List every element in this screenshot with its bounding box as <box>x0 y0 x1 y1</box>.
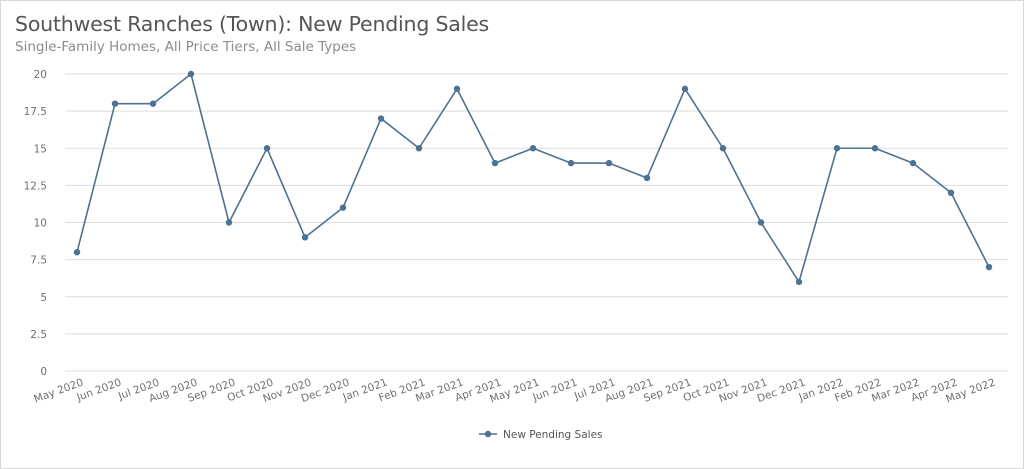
gridlines <box>65 73 1008 372</box>
data-point[interactable] <box>947 189 955 196</box>
y-tick-label: 7.5 <box>30 255 47 267</box>
data-point[interactable] <box>643 174 651 182</box>
legend[interactable]: New Pending Sales <box>479 429 603 441</box>
data-point[interactable] <box>871 145 879 152</box>
data-point[interactable] <box>301 234 309 241</box>
y-axis-ticks: 0 2.5 5 7.5 10 12.5 15 17.5 20 <box>24 69 47 378</box>
data-point[interactable] <box>377 115 385 122</box>
data-point[interactable] <box>339 204 347 211</box>
y-tick-label: 15 <box>34 143 47 155</box>
y-tick-label: 0 <box>40 366 47 378</box>
y-tick-label: 20 <box>34 69 47 81</box>
data-point[interactable] <box>567 159 575 167</box>
legend-label[interactable]: New Pending Sales <box>503 429 603 441</box>
data-point[interactable] <box>111 100 119 107</box>
y-tick-label: 10 <box>34 218 47 230</box>
y-tick-label: 5 <box>40 292 47 304</box>
data-point[interactable] <box>73 249 81 256</box>
data-point[interactable] <box>681 85 689 93</box>
series-line <box>76 73 990 283</box>
data-point[interactable] <box>491 159 499 167</box>
y-tick-label: 12.5 <box>24 180 47 192</box>
data-point[interactable] <box>149 100 157 107</box>
data-point[interactable] <box>529 145 537 152</box>
y-tick-label: 17.5 <box>24 106 47 118</box>
data-point[interactable] <box>453 85 461 93</box>
data-point[interactable] <box>909 159 917 167</box>
data-point[interactable] <box>757 219 765 226</box>
data-point[interactable] <box>225 219 233 226</box>
data-point[interactable] <box>187 70 195 78</box>
data-point[interactable] <box>415 145 423 152</box>
chart-subtitle: Single-Family Homes, All Price Tiers, Al… <box>15 39 357 55</box>
y-tick-label: 2.5 <box>30 329 47 341</box>
data-point[interactable] <box>719 145 727 152</box>
data-point[interactable] <box>985 263 993 271</box>
data-point[interactable] <box>833 145 841 152</box>
data-point[interactable] <box>795 278 803 286</box>
chart-title: Southwest Ranches (Town): New Pending Sa… <box>15 12 490 36</box>
legend-marker-icon <box>484 430 492 438</box>
data-point[interactable] <box>263 145 271 152</box>
series-layer <box>73 70 993 286</box>
data-point[interactable] <box>605 159 613 167</box>
